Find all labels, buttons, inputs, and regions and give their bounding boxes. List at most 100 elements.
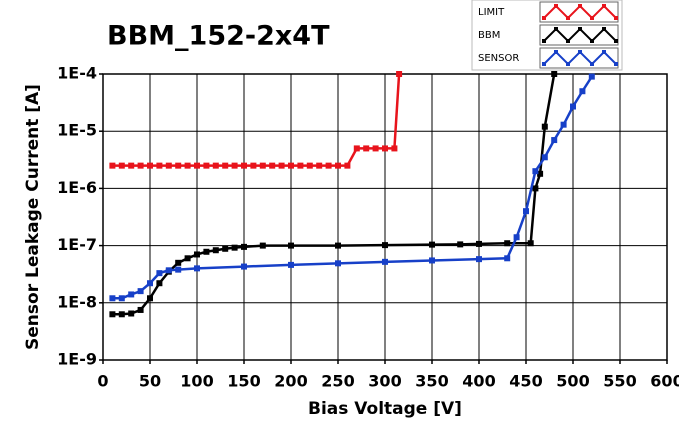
data-point <box>476 256 482 263</box>
y-tick-label: 1E-5 <box>57 121 97 140</box>
data-point <box>513 234 520 241</box>
data-point <box>457 241 464 248</box>
data-point <box>560 121 567 128</box>
data-point <box>156 270 163 277</box>
data-point <box>231 162 238 169</box>
data-point <box>579 88 586 95</box>
data-point <box>137 162 144 169</box>
y-tick-label: 1E-6 <box>57 178 97 197</box>
data-point <box>175 162 182 169</box>
data-point <box>194 251 200 258</box>
data-point <box>588 73 595 80</box>
data-point <box>363 145 370 152</box>
data-point <box>476 240 482 247</box>
data-point <box>288 162 294 169</box>
data-point <box>118 162 125 169</box>
data-point <box>316 162 323 169</box>
x-tick-label: 50 <box>139 372 161 391</box>
data-point <box>532 168 539 175</box>
legend-marker <box>590 62 594 66</box>
y-tick-label: 1E-7 <box>57 235 97 254</box>
x-tick-label: 250 <box>321 372 354 391</box>
x-tick-label: 200 <box>274 372 307 391</box>
data-point <box>372 145 379 152</box>
data-point <box>335 260 341 267</box>
data-point <box>222 245 229 252</box>
data-point <box>353 145 360 152</box>
data-point <box>537 170 544 177</box>
data-point <box>306 162 313 169</box>
data-point <box>118 311 125 318</box>
data-point <box>222 162 229 169</box>
data-point <box>184 162 191 169</box>
x-tick-label: 350 <box>415 372 448 391</box>
legend-marker <box>566 16 570 20</box>
data-point <box>109 311 116 318</box>
y-axis-label: Sensor Leakage Current [A] <box>23 84 43 350</box>
legend-marker <box>614 16 618 20</box>
data-point <box>551 137 558 144</box>
x-tick-label: 300 <box>368 372 401 391</box>
data-point <box>504 255 511 262</box>
data-point <box>241 263 247 270</box>
legend-marker <box>614 39 618 43</box>
data-point <box>241 162 247 169</box>
y-tick-label: 1E-8 <box>57 292 97 311</box>
data-point <box>335 162 341 169</box>
legend-marker <box>614 62 618 66</box>
data-point <box>259 162 266 169</box>
data-point <box>297 162 304 169</box>
data-point <box>259 242 266 249</box>
y-tick-label: 1E-4 <box>57 64 97 83</box>
data-point <box>532 185 539 192</box>
data-point <box>156 162 163 169</box>
data-point <box>175 266 182 273</box>
x-tick-label: 0 <box>97 372 108 391</box>
x-tick-label: 600 <box>650 372 679 391</box>
data-point <box>288 261 294 268</box>
data-point <box>241 243 247 250</box>
legend-marker <box>566 62 570 66</box>
data-point <box>551 71 558 77</box>
chart-title: BBM_152-2x4T <box>107 21 330 52</box>
data-point <box>109 295 116 302</box>
data-point <box>128 162 135 169</box>
data-point <box>382 258 388 265</box>
data-point <box>382 145 388 152</box>
data-point <box>118 295 125 302</box>
data-point <box>391 145 398 152</box>
legend-marker <box>542 62 546 66</box>
legend-marker <box>554 50 558 54</box>
legend-swatch-box <box>539 1 619 23</box>
legend-swatch-box <box>539 47 619 69</box>
x-tick-label: 150 <box>227 372 260 391</box>
data-point <box>137 306 144 313</box>
legend-marker <box>542 16 546 20</box>
data-point <box>269 162 276 169</box>
data-point <box>175 259 182 266</box>
legend-marker <box>554 27 558 31</box>
data-point <box>203 248 210 255</box>
data-point <box>344 162 351 169</box>
data-point <box>147 295 153 302</box>
x-tick-label: 400 <box>462 372 495 391</box>
data-point <box>541 123 548 130</box>
series <box>109 73 595 302</box>
legend-marker <box>602 4 606 8</box>
data-point <box>429 257 435 264</box>
data-point <box>504 240 511 247</box>
legend-marker <box>590 39 594 43</box>
data-point <box>523 208 529 215</box>
data-point <box>194 162 200 169</box>
legend-marker <box>578 50 582 54</box>
data-point <box>429 241 435 248</box>
data-point <box>278 162 285 169</box>
legend-label: BBM <box>478 30 500 41</box>
series-line <box>112 73 556 316</box>
data-point <box>527 240 534 247</box>
data-point <box>109 162 116 169</box>
data-point <box>325 162 332 169</box>
x-tick-label: 450 <box>509 372 542 391</box>
x-axis-label: Bias Voltage [V] <box>308 399 462 419</box>
